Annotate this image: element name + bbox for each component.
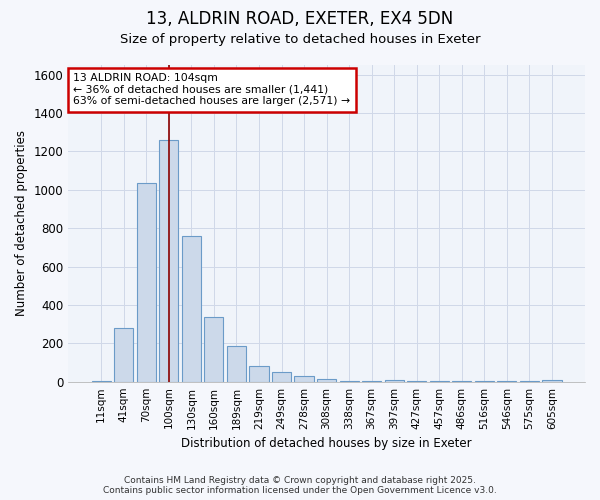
Bar (137, 183, 156, 382)
Bar (92, 380, 111, 382)
Y-axis label: Number of detached properties: Number of detached properties (15, 130, 28, 316)
X-axis label: Distribution of detached houses by size in Exeter: Distribution of detached houses by size … (181, 437, 472, 450)
Bar (250, 366, 269, 382)
Bar (114, 328, 133, 382)
Bar (272, 372, 291, 382)
Bar (317, 379, 336, 382)
Text: Size of property relative to detached houses in Exeter: Size of property relative to detached ho… (120, 32, 480, 46)
Text: 13 ALDRIN ROAD: 104sqm
← 36% of detached houses are smaller (1,441)
63% of semi-: 13 ALDRIN ROAD: 104sqm ← 36% of detached… (73, 73, 350, 106)
Bar (159, 140, 178, 382)
Bar (295, 376, 314, 382)
Bar (205, 318, 223, 382)
Text: 13, ALDRIN ROAD, EXETER, EX4 5DN: 13, ALDRIN ROAD, EXETER, EX4 5DN (146, 10, 454, 28)
Text: Contains HM Land Registry data © Crown copyright and database right 2025.
Contai: Contains HM Land Registry data © Crown c… (103, 476, 497, 495)
Bar (385, 380, 404, 382)
Bar (182, 236, 201, 382)
Bar (542, 380, 562, 382)
Bar (227, 346, 246, 382)
